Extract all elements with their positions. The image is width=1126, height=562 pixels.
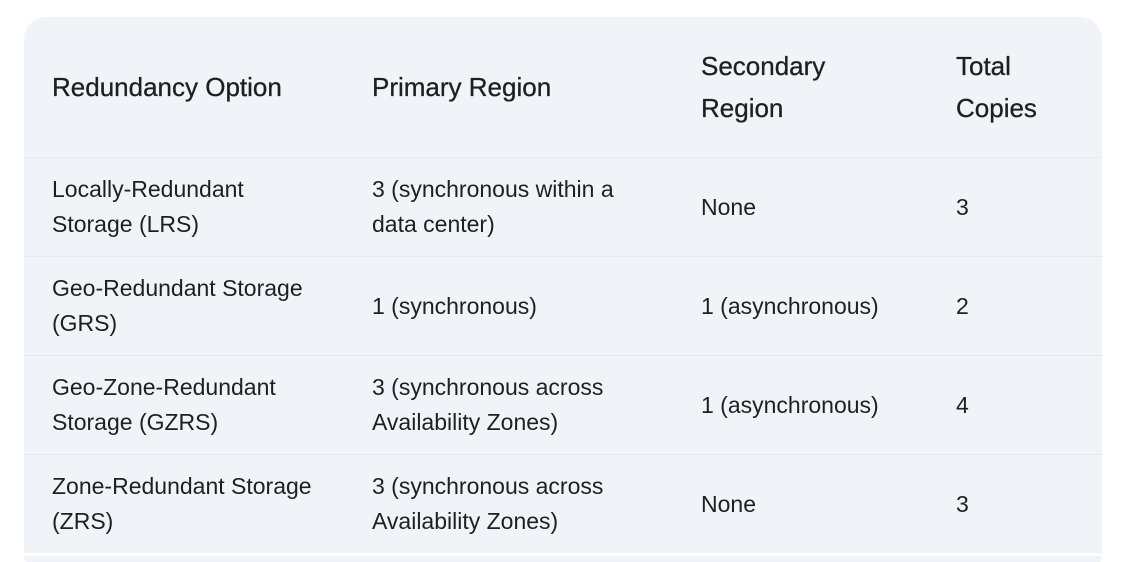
header-primary-region: Primary Region xyxy=(372,72,552,102)
cell-secondary-region: 1 (asynchronous) xyxy=(673,256,928,356)
table-header: Redundancy Option Primary Region Seconda… xyxy=(24,17,1102,158)
table-row: Zone-Redundant Storage (ZRS) 3 (synchron… xyxy=(24,454,1102,553)
cell-secondary-region: 1 (asynchronous) xyxy=(673,355,928,455)
redundancy-table-card: Redundancy Option Primary Region Seconda… xyxy=(24,17,1102,553)
table-scroll-edge xyxy=(24,556,1102,562)
table-row: Locally-Redundant Storage (LRS) 3 (synch… xyxy=(24,157,1102,257)
header-redundancy-option: Redundancy Option xyxy=(52,72,282,102)
header-row: Redundancy Option Primary Region Seconda… xyxy=(24,17,1102,158)
cell-redundancy-option: Locally-Redundant Storage (LRS) xyxy=(24,157,344,257)
table-row: Geo-Redundant Storage (GRS) 1 (synchrono… xyxy=(24,256,1102,356)
table-body: Locally-Redundant Storage (LRS) 3 (synch… xyxy=(24,157,1102,553)
cell-primary-region: 3 (synchronous across Availability Zones… xyxy=(344,454,673,553)
cell-primary-region: 3 (synchronous within a data center) xyxy=(344,157,673,257)
redundancy-table: Redundancy Option Primary Region Seconda… xyxy=(24,17,1102,553)
cell-total-copies: 3 xyxy=(928,454,1102,553)
header-total-copies: Total Copies xyxy=(956,51,1037,123)
cell-redundancy-option: Zone-Redundant Storage (ZRS) xyxy=(24,454,344,553)
cell-redundancy-option: Geo-Redundant Storage (GRS) xyxy=(24,256,344,356)
cell-primary-region: 1 (synchronous) xyxy=(344,256,673,356)
cell-primary-region: 3 (synchronous across Availability Zones… xyxy=(344,355,673,455)
cell-total-copies: 2 xyxy=(928,256,1102,356)
table-row: Geo-Zone-Redundant Storage (GZRS) 3 (syn… xyxy=(24,355,1102,455)
cell-secondary-region: None xyxy=(673,157,928,257)
header-secondary-region: Secondary Region xyxy=(701,51,826,123)
cell-redundancy-option: Geo-Zone-Redundant Storage (GZRS) xyxy=(24,355,344,455)
cell-total-copies: 3 xyxy=(928,157,1102,257)
cell-secondary-region: None xyxy=(673,454,928,553)
cell-total-copies: 4 xyxy=(928,355,1102,455)
